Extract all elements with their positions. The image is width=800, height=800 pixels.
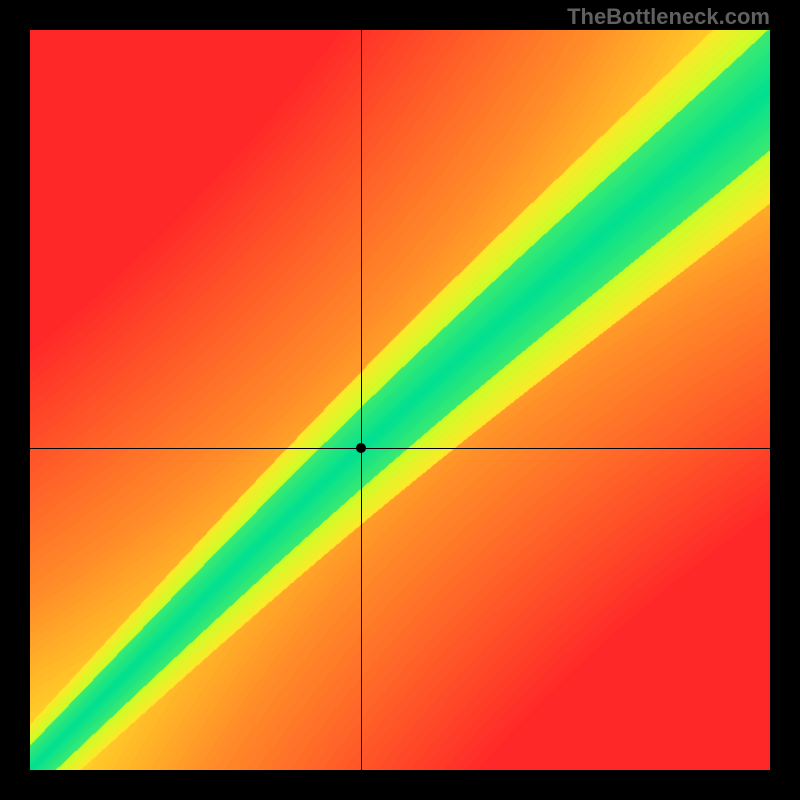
crosshair-horizontal [30, 448, 770, 449]
marker-dot [356, 443, 366, 453]
heatmap-chart [30, 30, 770, 770]
heatmap-canvas [30, 30, 770, 770]
watermark-text: TheBottleneck.com [567, 4, 770, 30]
crosshair-vertical [361, 30, 362, 770]
